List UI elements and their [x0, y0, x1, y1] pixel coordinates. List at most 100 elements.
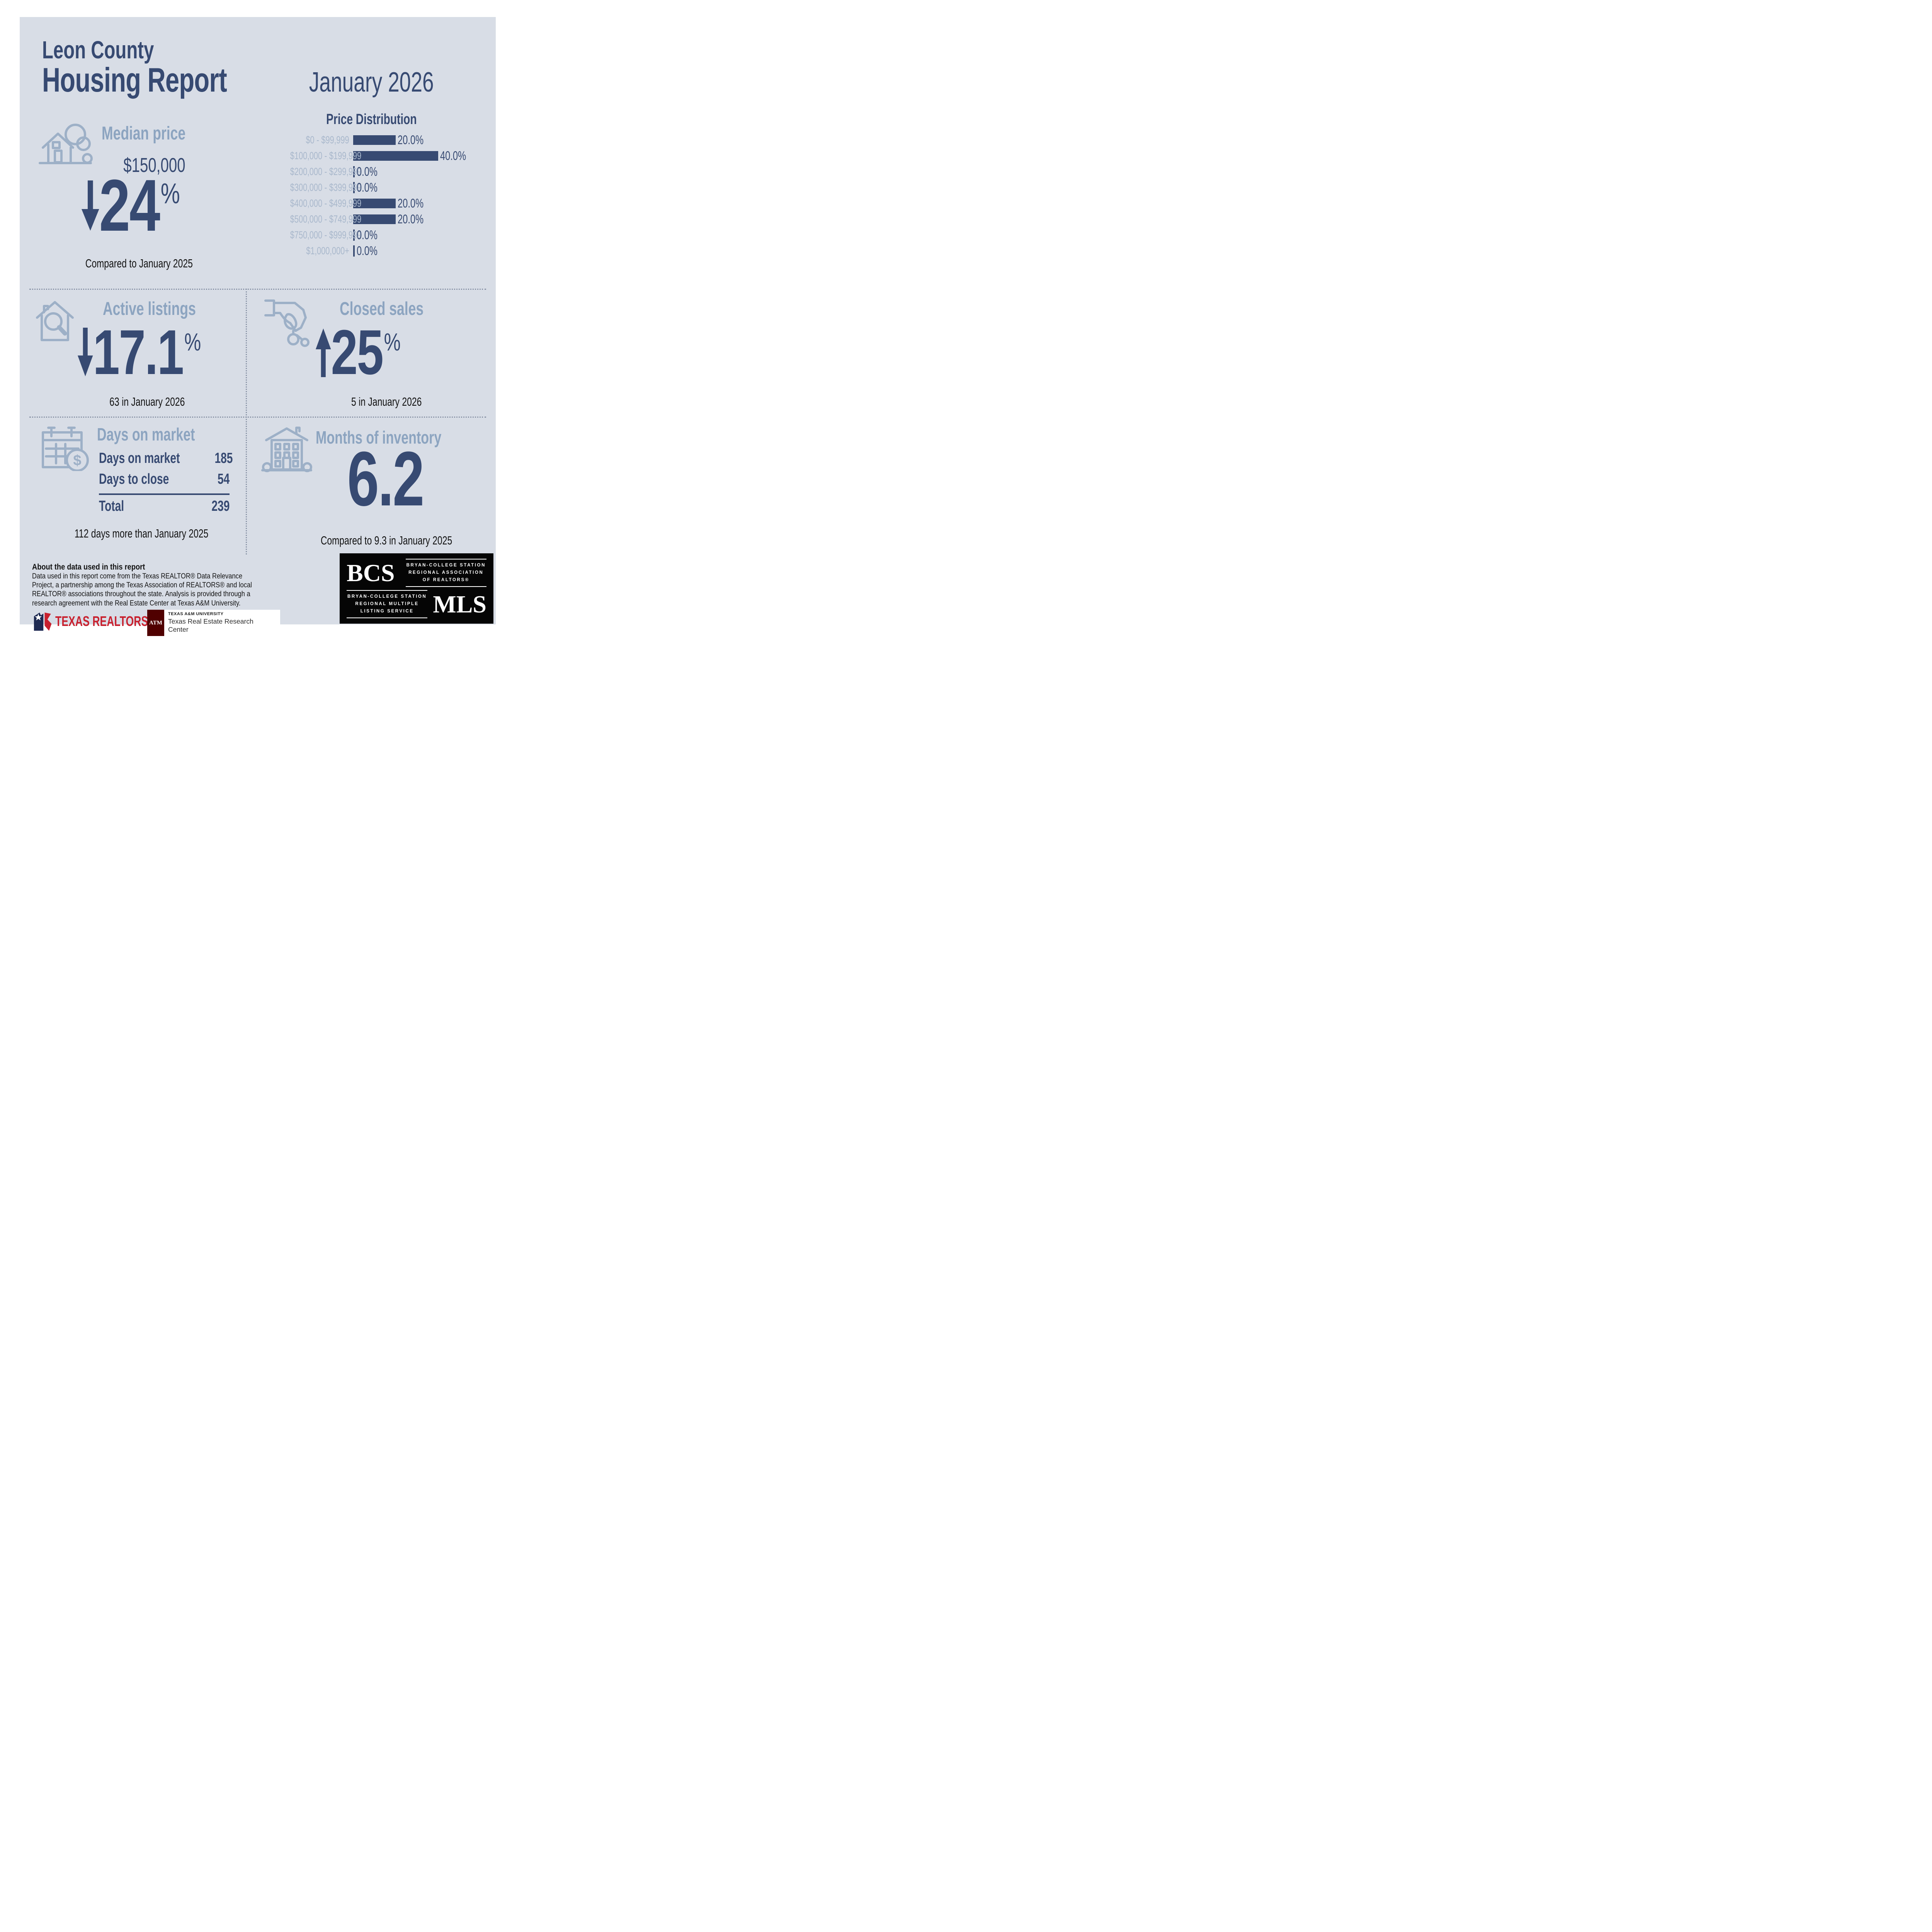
price-range-label: $750,000 - $999,999	[290, 229, 362, 241]
active-listings-pct: 17.1	[93, 317, 184, 388]
price-bar-zero-tick	[353, 166, 355, 177]
price-bar-row: $100,000 - $199,999 40.0%	[265, 148, 493, 164]
price-range-label: $100,000 - $199,999	[290, 150, 362, 162]
texas-realtors-wordmark: TEXAS REALTORS®	[55, 613, 156, 629]
mls-wordmark: MLS	[433, 590, 486, 618]
price-range-label: $0 - $99,999	[306, 134, 349, 146]
price-bar-row: $300,000 - $399,999 0.0%	[265, 180, 493, 196]
active-listings-section: Active listings 17.1 % 63 in January 202…	[20, 290, 246, 417]
dom-row-value: 54	[217, 471, 230, 487]
about-data-block: About the data used in this report Data …	[32, 563, 287, 608]
price-pct-label: 20.0%	[398, 133, 424, 147]
median-price-value: $150,000	[123, 154, 185, 177]
price-distribution-chart: $0 - $99,999 20.0% $100,000 - $199,999 40.0…	[265, 132, 493, 259]
price-bar	[353, 151, 438, 161]
horizontal-divider	[29, 289, 486, 290]
price-range-label: $1,000,000+	[306, 245, 349, 257]
horizontal-divider	[29, 417, 486, 418]
dom-row-value: 185	[214, 450, 233, 466]
texas-realtors-logo: TEXAS REALTORS®	[32, 611, 191, 631]
active-listings-change: 17.1 %	[78, 317, 201, 388]
price-pct-label: 20.0%	[398, 212, 424, 226]
house-magnifier-icon	[33, 297, 77, 343]
bcs-mls-logo: BCS BRYAN-COLLEGE STATION REGIONAL ASSOC…	[340, 553, 493, 624]
price-range-label: $200,000 - $299,999	[290, 166, 362, 177]
price-bar-row: $400,000 - $499,999 20.0%	[265, 196, 493, 211]
down-arrow-icon	[82, 180, 99, 231]
closed-sales-section: Closed sales 25 % 5 in January 2026	[247, 290, 496, 417]
price-bar-row: $1,000,000+ 0.0%	[265, 243, 493, 259]
table-total-rule	[99, 493, 230, 495]
closed-sales-pct: 25	[331, 317, 384, 388]
table-row: Days on market 185	[99, 450, 233, 471]
hand-keys-icon	[263, 295, 310, 350]
active-listings-note: 63 in January 2026	[109, 395, 185, 408]
page-title: Leon County Housing Report	[42, 37, 292, 97]
price-bar-zero-tick	[353, 230, 355, 241]
texas-realtors-emblem-icon	[34, 612, 52, 631]
tamu-university-label: TEXAS A&M UNIVERSITY	[168, 612, 224, 616]
table-row: Days to close 54	[99, 471, 230, 492]
up-arrow-icon	[316, 328, 331, 377]
price-range-label: $300,000 - $399,999	[290, 182, 362, 193]
down-arrow-icon	[78, 327, 93, 376]
calendar-dollar-icon: $	[38, 425, 92, 471]
closed-sales-heading: Closed sales	[340, 299, 424, 319]
price-bar-row: $0 - $99,999 20.0%	[265, 132, 493, 148]
title-line2: Housing Report	[42, 61, 227, 99]
price-bar-row: $750,000 - $999,999 0.0%	[265, 227, 493, 243]
report-period: January 2026	[309, 67, 434, 98]
tamu-monogram-icon: ATM	[147, 610, 164, 636]
tamu-center-label: Texas Real Estate Research Center	[168, 617, 253, 633]
price-pct-label: 40.0%	[440, 149, 466, 163]
median-price-change: 24 %	[82, 169, 180, 242]
dom-total-label: Total	[99, 498, 124, 514]
days-on-market-table: Days on market 185 Days to close 54 Tota…	[99, 450, 233, 519]
about-body: Data used in this report come from the T…	[32, 572, 252, 607]
active-listings-heading: Active listings	[103, 299, 196, 319]
price-bar-row: $500,000 - $749,999 20.0%	[265, 211, 493, 227]
price-pct-label: 20.0%	[398, 196, 424, 210]
svg-text:$: $	[73, 452, 81, 469]
closed-sales-note: 5 in January 2026	[351, 395, 422, 408]
price-bar-row: $200,000 - $299,999 0.0%	[265, 164, 493, 180]
bcs-association-lines: BRYAN-COLLEGE STATION REGIONAL ASSOCIATI…	[405, 559, 486, 587]
title-line1: Leon County	[42, 36, 154, 64]
apartment-building-icon	[261, 424, 313, 473]
price-distribution-title: Price Distribution	[326, 111, 417, 128]
percent-sign: %	[160, 177, 180, 209]
median-price-heading: Median price	[102, 123, 186, 144]
closed-sales-change: 25 %	[316, 317, 401, 388]
infographic-panel: Leon County Housing Report January 2026 …	[20, 17, 496, 636]
dom-total-value: 239	[211, 498, 230, 514]
about-heading: About the data used in this report	[32, 563, 145, 571]
mls-service-lines: BRYAN-COLLEGE STATION REGIONAL MULTIPLE …	[347, 590, 428, 618]
price-bar-zero-tick	[353, 182, 355, 193]
tamu-research-center-logo: ATM TEXAS A&M UNIVERSITY Texas Real Esta…	[147, 610, 280, 636]
price-range-label: $500,000 - $749,999	[290, 213, 362, 225]
months-inventory-note: Compared to 9.3 in January 2025	[320, 534, 452, 547]
bcs-wordmark: BCS	[347, 559, 395, 587]
dom-row-label: Days to close	[99, 471, 169, 487]
percent-sign: %	[384, 328, 401, 356]
price-pct-label: 0.0%	[357, 180, 378, 194]
price-bar-zero-tick	[353, 245, 355, 257]
months-inventory-heading: Months of inventory	[316, 427, 442, 447]
median-price-note: Compared to January 2025	[85, 257, 193, 270]
price-bar	[353, 214, 396, 224]
days-on-market-heading: Days on market	[97, 424, 195, 444]
vertical-divider	[246, 289, 247, 554]
percent-sign: %	[184, 328, 201, 356]
days-on-market-note: 112 days more than January 2025	[74, 527, 209, 540]
days-on-market-section: $ Days on market Days on market 185 Days…	[20, 418, 246, 554]
months-inventory-section: Months of inventory 6.2 Compared to 9.3 …	[247, 418, 496, 554]
dom-row-label: Days on market	[99, 450, 180, 466]
mls-row: BRYAN-COLLEGE STATION REGIONAL MULTIPLE …	[347, 590, 486, 618]
months-inventory-value: 6.2	[347, 436, 425, 522]
price-range-label: $400,000 - $499,999	[290, 197, 362, 209]
price-bar	[353, 135, 396, 145]
table-total-row: Total 239	[99, 498, 230, 519]
price-bar	[353, 199, 396, 208]
price-pct-label: 0.0%	[357, 165, 378, 179]
bcs-row: BCS BRYAN-COLLEGE STATION REGIONAL ASSOC…	[347, 559, 486, 587]
